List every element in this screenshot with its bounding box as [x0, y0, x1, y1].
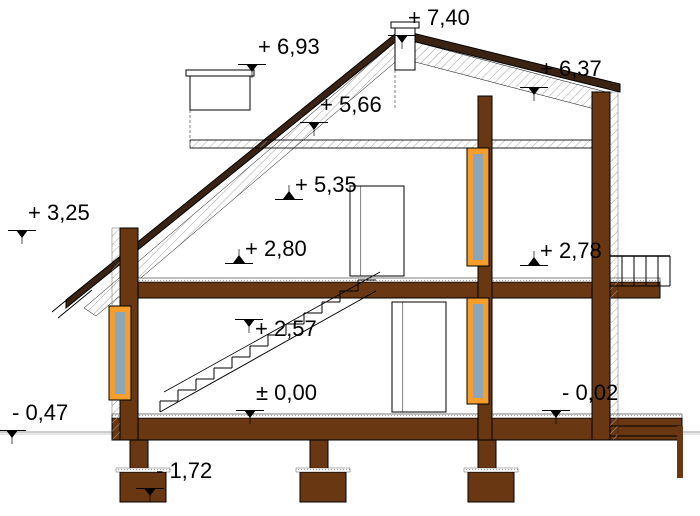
elevation-tick: [8, 221, 36, 239]
elevation-label: - 0,02: [562, 380, 618, 406]
elevation-label: + 6,93: [258, 34, 320, 60]
elevation-label: + 2,78: [540, 238, 602, 264]
elevation-tick: [235, 310, 263, 328]
elevation-tick: [520, 78, 548, 96]
elevation-tick: [388, 26, 416, 44]
elevation-tick: [542, 401, 570, 419]
elevation-label: + 2,80: [245, 236, 307, 262]
elevation-label: - 1,72: [156, 458, 212, 484]
elevation-tick: [136, 479, 164, 497]
elevation-label: + 3,25: [28, 200, 90, 226]
elevation-label: + 5,35: [295, 172, 357, 198]
elevation-tick: [520, 256, 548, 274]
elevation-tick: [300, 113, 328, 131]
elevation-label: + 7,40: [408, 5, 470, 31]
elevation-tick: [275, 190, 303, 208]
elevation-tick: [238, 55, 266, 73]
elevation-tick: [0, 421, 26, 439]
elevation-label: + 5,66: [320, 92, 382, 118]
elevation-label: ± 0,00: [256, 380, 317, 406]
elevation-tick: [236, 401, 264, 419]
elevation-tick: [225, 254, 253, 272]
elevation-label: + 6,37: [540, 56, 602, 82]
elevation-label: + 2,57: [255, 316, 317, 342]
